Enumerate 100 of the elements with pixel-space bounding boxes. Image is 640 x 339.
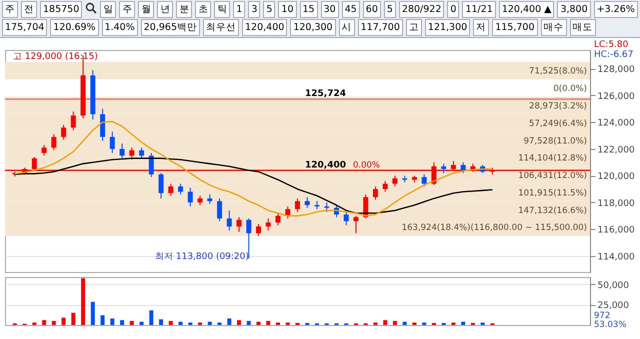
- candlestick: [198, 195, 203, 206]
- candlestick: [168, 183, 174, 196]
- bar: [149, 310, 154, 325]
- candlestick: [353, 215, 358, 234]
- bar: [62, 318, 66, 325]
- annotation: 고 129,000 (16:15): [13, 52, 98, 62]
- text: 11/21: [462, 1, 496, 18]
- text: 120,300: [290, 19, 336, 36]
- text: 280/922: [398, 1, 444, 18]
- text: 185750: [40, 1, 82, 18]
- y-tick-label: 128,000: [598, 65, 635, 76]
- y-tick-label: 124,000: [598, 118, 635, 129]
- y-tick-label: 126,000: [598, 92, 635, 102]
- ref-line-label: 120,400: [305, 160, 346, 170]
- band-label: 163,924(18.4%)(116,800.00 ~ 115,500.00): [402, 223, 587, 234]
- candlestick: [178, 183, 184, 195]
- text: 주: [2, 1, 18, 18]
- y-tick-label: 120,000: [598, 172, 635, 182]
- text: 최우선: [203, 19, 240, 36]
- y-tick-label: 116,000: [598, 226, 635, 236]
- text: 고: [406, 19, 422, 36]
- bar: [140, 322, 144, 325]
- text: 전: [21, 1, 37, 18]
- bar: [227, 318, 232, 325]
- text: 1.40%: [102, 19, 138, 36]
- text: 일: [100, 1, 116, 18]
- candlestick: [236, 216, 242, 232]
- text: 175,704: [2, 19, 48, 36]
- candlestick: [110, 131, 115, 154]
- band-label: 0(0.0%): [553, 84, 587, 94]
- bar: [246, 320, 251, 325]
- candlestick: [295, 198, 300, 212]
- candlestick: [70, 111, 76, 131]
- text: 15: [300, 1, 318, 18]
- text: 주: [119, 1, 136, 18]
- text: 10: [278, 1, 296, 18]
- candlestick: [266, 218, 271, 232]
- y-tick-label: 122,000: [598, 145, 635, 156]
- text: 60: [362, 1, 381, 18]
- text: 20,965백만: [140, 19, 200, 36]
- bar: [461, 322, 466, 325]
- text: 117,700: [358, 19, 403, 36]
- bar: [52, 320, 56, 325]
- y-tick-label: 114,000: [598, 252, 635, 262]
- text: 0: [447, 1, 460, 18]
- candlestick: [256, 223, 262, 236]
- candlestick: [276, 212, 281, 226]
- text: 53.03%: [594, 320, 626, 330]
- bar: [159, 319, 164, 325]
- candlestick: [344, 211, 349, 226]
- text: 월: [138, 1, 154, 18]
- text: 초: [195, 1, 212, 18]
- candlestick: [158, 172, 164, 199]
- band-label: 147,132(16.6%): [518, 206, 587, 216]
- bar: [383, 320, 388, 325]
- text: 30: [320, 1, 339, 18]
- bar: [178, 322, 183, 325]
- candlestick: [460, 162, 466, 174]
- text: 121,300: [424, 19, 470, 36]
- candlestick: [42, 144, 47, 156]
- candlestick: [139, 147, 144, 159]
- text: 120,400: [242, 19, 288, 36]
- bar: [256, 322, 261, 325]
- bar: [100, 315, 105, 325]
- text: HC:-6.67: [594, 50, 634, 60]
- candlestick: [61, 124, 66, 140]
- text: 5: [384, 1, 396, 18]
- text: 매수: [540, 19, 566, 36]
- y-tick-label: 25,000: [598, 301, 630, 312]
- candlestick: [217, 198, 222, 222]
- candlestick: [51, 134, 56, 151]
- text: 120.69%: [50, 19, 99, 36]
- candlestick: [100, 108, 106, 142]
- text: 분: [176, 1, 192, 18]
- text: LC:5.80: [594, 40, 629, 50]
- band-label: 97,528(11.0%): [524, 136, 587, 146]
- bar: [110, 318, 114, 325]
- band-label: 114,104(12.8%): [518, 154, 587, 164]
- ref-line-label: 125,724: [305, 89, 346, 100]
- y-tick-label: 118,000: [598, 198, 635, 209]
- annotation: 0.00%: [353, 160, 380, 170]
- bar: [71, 312, 76, 325]
- bar: [42, 320, 46, 325]
- band-label: 101,915(11.5%): [518, 188, 587, 198]
- bar: [130, 320, 134, 325]
- text: 저: [473, 19, 490, 36]
- band-label: 28,973(3.2%): [529, 102, 587, 112]
- bar: [402, 322, 407, 325]
- candlestick: [226, 210, 232, 232]
- text: 3: [248, 1, 260, 18]
- band-label: 106,431(12.0%): [518, 171, 587, 182]
- bar: [237, 320, 242, 325]
- bar: [208, 322, 212, 325]
- candlestick: [120, 143, 125, 159]
- text: 시: [338, 19, 355, 36]
- text: 년: [157, 1, 174, 18]
- bar: [168, 320, 173, 325]
- bar: [90, 302, 95, 325]
- text: 972: [594, 311, 610, 321]
- text: 45: [342, 1, 360, 18]
